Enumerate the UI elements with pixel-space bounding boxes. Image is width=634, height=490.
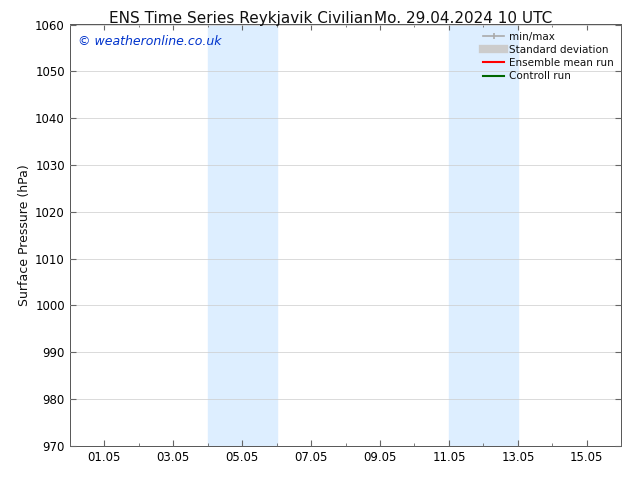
Text: Mo. 29.04.2024 10 UTC: Mo. 29.04.2024 10 UTC — [373, 11, 552, 26]
Legend: min/max, Standard deviation, Ensemble mean run, Controll run: min/max, Standard deviation, Ensemble me… — [479, 27, 618, 85]
Text: © weatheronline.co.uk: © weatheronline.co.uk — [78, 35, 221, 48]
Y-axis label: Surface Pressure (hPa): Surface Pressure (hPa) — [18, 164, 31, 306]
Text: ENS Time Series Reykjavik Civilian: ENS Time Series Reykjavik Civilian — [109, 11, 373, 26]
Bar — [449, 24, 518, 446]
Bar — [207, 24, 276, 446]
